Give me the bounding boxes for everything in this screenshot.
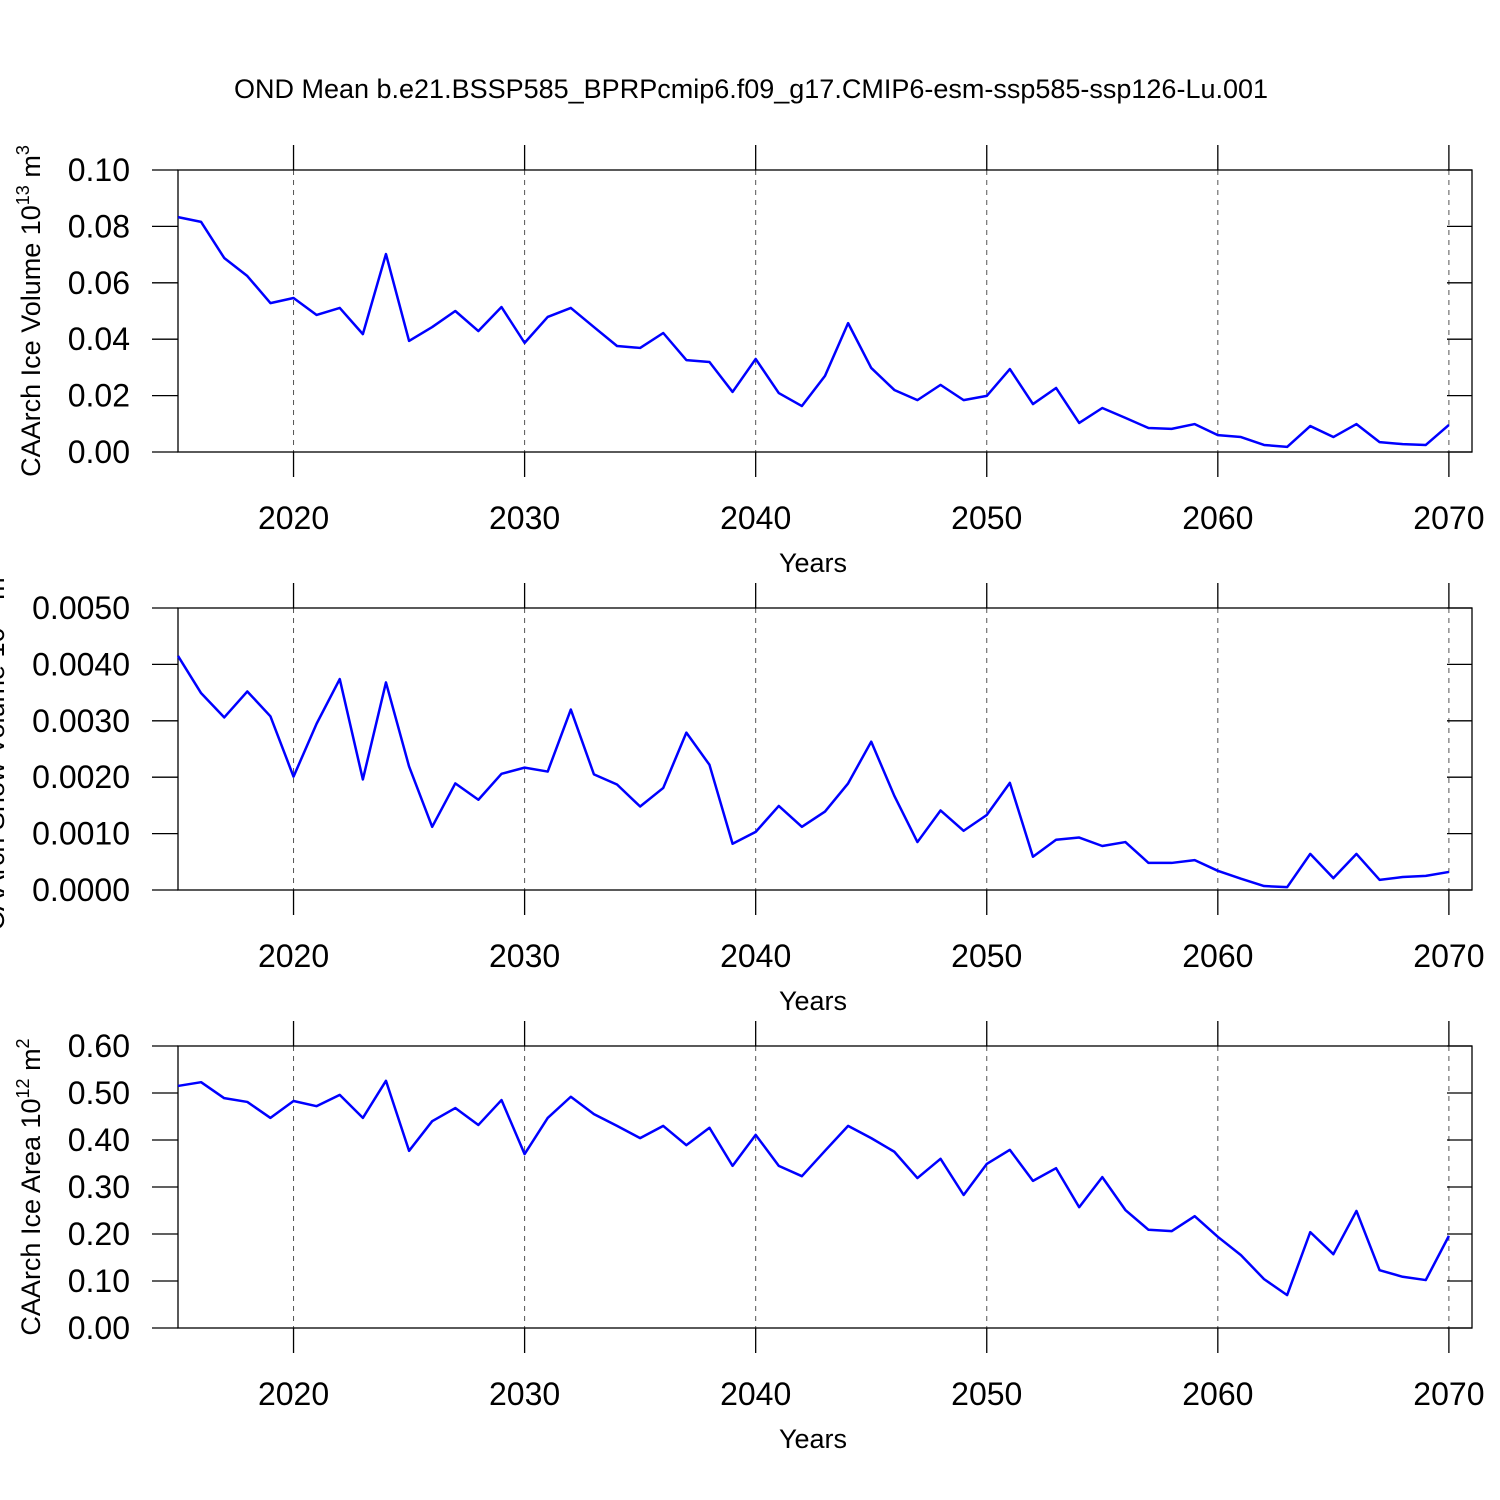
y-tick-label: 0.02: [68, 378, 130, 414]
y-tick-label: 0.40: [68, 1122, 130, 1158]
x-tick-label: 2030: [489, 1376, 560, 1412]
y-tick-label: 0.0050: [32, 590, 130, 626]
plot-frame: [177, 607, 1473, 891]
x-tick-label: 2070: [1413, 938, 1484, 974]
x-axis-label: Years: [779, 1424, 847, 1454]
y-axis-label-part: CAArch Snow Volume 10: [0, 627, 10, 930]
x-tick-label: 2040: [720, 938, 791, 974]
y-axis-label-exponent: 2: [13, 1038, 33, 1048]
x-tick-label: 2060: [1182, 500, 1253, 536]
y-tick-label: 0.0040: [32, 646, 130, 682]
y-tick-label: 0.30: [68, 1169, 130, 1205]
x-tick-label: 2030: [489, 938, 560, 974]
x-tick-label: 2020: [258, 500, 329, 536]
y-axis-label-part: CAArch Ice Volume 10: [16, 205, 46, 477]
x-tick-label: 2070: [1413, 1376, 1484, 1412]
y-axis-label-part: m: [0, 577, 10, 607]
x-tick-label: 2040: [720, 500, 791, 536]
x-tick-label: 2040: [720, 1376, 791, 1412]
y-axis-label-exponent: 12: [13, 1078, 33, 1098]
plot-frame: [177, 169, 1473, 453]
y-tick-label: 0.08: [68, 208, 130, 244]
y-axis-label-part: CAArch Ice Area 10: [16, 1098, 46, 1335]
x-tick-label: 2020: [258, 938, 329, 974]
data-line: [177, 1079, 1450, 1297]
y-tick-label: 0.06: [68, 265, 130, 301]
x-tick-label: 2030: [489, 500, 560, 536]
y-tick-label: 0.0000: [32, 872, 130, 908]
x-tick-label: 2070: [1413, 500, 1484, 536]
y-axis-label-exponent: 3: [13, 145, 33, 155]
y-tick-label: 0.10: [68, 152, 130, 188]
data-line: [177, 215, 1450, 449]
x-tick-label: 2020: [258, 1376, 329, 1412]
y-tick-label: 0.20: [68, 1216, 130, 1252]
y-tick-label: 0.0010: [32, 816, 130, 852]
x-tick-label: 2050: [951, 500, 1022, 536]
y-tick-label: 0.60: [68, 1028, 130, 1064]
y-tick-label: 0.50: [68, 1075, 130, 1111]
x-tick-label: 2060: [1182, 938, 1253, 974]
x-tick-label: 2050: [951, 938, 1022, 974]
y-axis-label-part: m: [16, 155, 46, 185]
y-tick-label: 0.0030: [32, 703, 130, 739]
x-axis-label: Years: [779, 986, 847, 1016]
y-tick-label: 0.10: [68, 1263, 130, 1299]
y-tick-label: 0.00: [68, 434, 130, 470]
y-tick-label: 0.0020: [32, 759, 130, 795]
y-axis-label-exponent: 13: [13, 185, 33, 205]
plot-frame: [177, 1045, 1473, 1329]
y-axis-label: CAArch Snow Volume 1013 m3: [0, 567, 10, 930]
x-tick-label: 2050: [951, 1376, 1022, 1412]
chart-title: OND Mean b.e21.BSSP585_BPRPcmip6.f09_g17…: [234, 74, 1268, 104]
y-tick-label: 0.04: [68, 321, 130, 357]
y-axis-label: CAArch Ice Area 1012 m2: [13, 1038, 46, 1335]
y-axis-label-part: m: [16, 1048, 46, 1078]
x-tick-label: 2060: [1182, 1376, 1253, 1412]
data-line: [176, 655, 1450, 889]
y-tick-label: 0.00: [68, 1310, 130, 1346]
y-axis-label: CAArch Ice Volume 1013 m3: [13, 145, 46, 477]
x-axis-label: Years: [779, 548, 847, 578]
